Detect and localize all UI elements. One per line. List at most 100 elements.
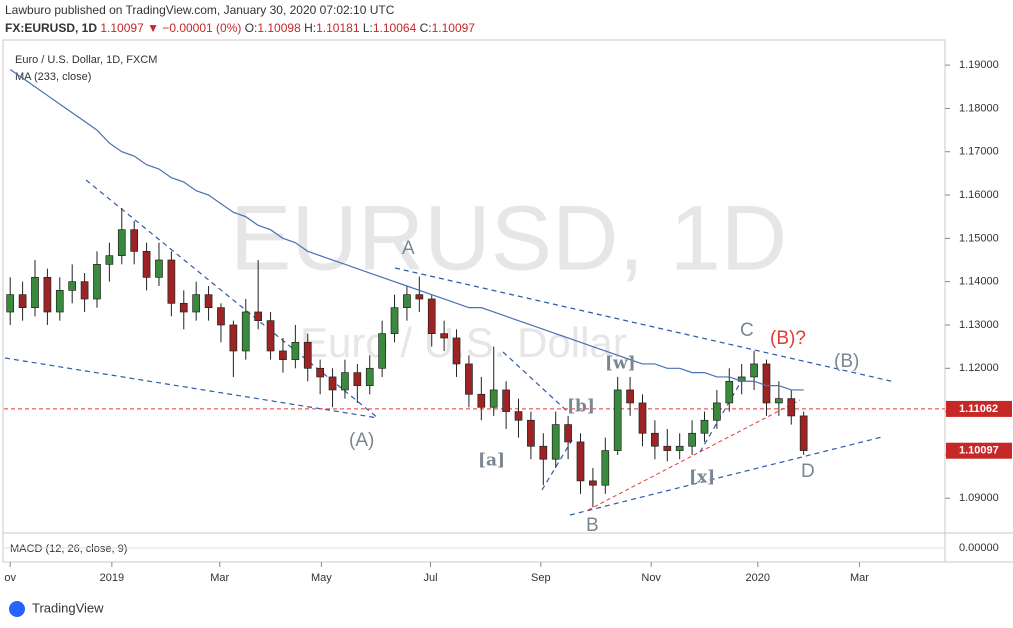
candle-body xyxy=(601,450,610,486)
trend-line xyxy=(699,379,743,453)
candle-body xyxy=(130,229,139,252)
candle-body xyxy=(539,445,548,460)
change: ▼ −0.00001 (0%) xyxy=(147,21,241,35)
macd-tick-label: 0.00000 xyxy=(959,542,999,554)
candle-body xyxy=(564,424,572,443)
candle-body xyxy=(229,324,238,352)
h-label: H: xyxy=(304,21,316,35)
candle-body xyxy=(651,432,659,447)
candle-body xyxy=(117,229,126,257)
o-label: O: xyxy=(245,21,258,35)
candle-body xyxy=(725,380,734,404)
candle-body xyxy=(217,307,225,326)
y-tick-label: 1.16000 xyxy=(959,189,999,201)
candle-body xyxy=(241,311,250,352)
y-tick-label: 1.19000 xyxy=(959,59,999,71)
candle-body xyxy=(713,402,721,421)
wave-label: C xyxy=(740,320,754,341)
candle-body xyxy=(365,367,374,386)
candle-body xyxy=(179,302,188,313)
macd-label: MACD (12, 26, close, 9) xyxy=(10,543,127,555)
candle-body xyxy=(254,311,263,321)
h: 1.10181 xyxy=(316,21,360,35)
c-label: C: xyxy=(420,21,432,35)
x-tick-label: 2020 xyxy=(746,572,770,584)
candle-body xyxy=(341,372,349,391)
candle-body xyxy=(675,445,684,451)
wave-labels: A (A) B C (B)? (B) D [a] [b] [w] [x] xyxy=(349,238,859,536)
candle-body xyxy=(440,333,448,339)
candle-body xyxy=(663,445,672,451)
candle-body xyxy=(502,389,510,412)
candle-body xyxy=(514,411,523,421)
moving-average xyxy=(9,68,804,391)
candle-body xyxy=(353,372,362,386)
wave-label: B xyxy=(586,515,599,536)
candle-body xyxy=(204,294,213,309)
legend-title: Euro / U.S. Dollar, 1D, FXCM xyxy=(15,54,157,66)
wave-label: A xyxy=(402,238,415,259)
trend-line xyxy=(502,351,569,413)
price-box-label: 1.10097 xyxy=(959,445,999,457)
trend-line xyxy=(394,267,896,383)
candle-body xyxy=(775,398,783,404)
candle-body xyxy=(378,333,386,369)
y-tick-label: 1.13000 xyxy=(959,319,999,331)
wave-label: [a] xyxy=(478,451,505,471)
candle-body xyxy=(328,376,337,391)
price: 1.10097 xyxy=(100,21,144,35)
candle-body xyxy=(403,294,411,309)
candle-body xyxy=(316,367,324,378)
y-tick-label: 1.17000 xyxy=(959,146,999,158)
candle-body xyxy=(105,255,114,265)
candle-body xyxy=(638,402,647,434)
candle-body xyxy=(700,419,709,434)
candle-body xyxy=(576,441,585,482)
candle-body xyxy=(18,294,27,309)
wave-label: [w] xyxy=(605,354,636,374)
symbol-line: FX:EURUSD, 1D 1.10097 ▼ −0.00001 (0%) O:… xyxy=(5,21,475,35)
trend-lines xyxy=(4,179,896,516)
candle-body xyxy=(167,259,176,304)
legend-ma: MA (233, close) xyxy=(15,71,91,83)
l: 1.10064 xyxy=(373,21,417,35)
y-tick-label: 1.18000 xyxy=(959,102,999,114)
l-label: L: xyxy=(363,21,373,35)
logo: TradingView xyxy=(9,600,104,617)
x-tick-label: 2019 xyxy=(100,572,124,584)
candle-body xyxy=(465,363,473,395)
candle-body xyxy=(80,281,89,300)
price-box xyxy=(946,400,1012,417)
price-box-label: 1.11062 xyxy=(959,403,998,415)
candle-body xyxy=(626,389,634,404)
y-tick-label: 1.15000 xyxy=(959,232,999,244)
candle-body xyxy=(192,294,201,313)
wave-label: [b] xyxy=(567,397,595,417)
trend-line xyxy=(587,399,801,511)
candle-body xyxy=(551,424,560,460)
candle-body xyxy=(688,432,696,447)
y-tick-label: 1.09000 xyxy=(959,492,999,504)
candle-body xyxy=(489,389,498,408)
candle-body xyxy=(390,307,399,334)
x-tick-label: May xyxy=(311,572,332,584)
candle-body xyxy=(750,363,758,378)
publisher: Lawburo published on TradingView.com, Ja… xyxy=(5,3,395,17)
candle-body xyxy=(762,363,771,404)
candle-body xyxy=(93,263,101,300)
candle-body xyxy=(415,294,424,300)
watermark-title: EURUSD, 1D xyxy=(230,187,787,289)
wave-label: [x] xyxy=(689,468,715,488)
candle-body xyxy=(43,276,52,313)
wave-label: (A) xyxy=(349,430,374,451)
candle-body xyxy=(31,276,39,309)
candle-body xyxy=(68,281,77,291)
y-tick-label: 1.14000 xyxy=(959,276,999,288)
o: 1.10098 xyxy=(257,21,301,35)
candle-body xyxy=(303,341,312,369)
candle-body xyxy=(787,398,796,417)
wave-label: (B) xyxy=(834,351,859,372)
candle-body xyxy=(55,289,64,313)
